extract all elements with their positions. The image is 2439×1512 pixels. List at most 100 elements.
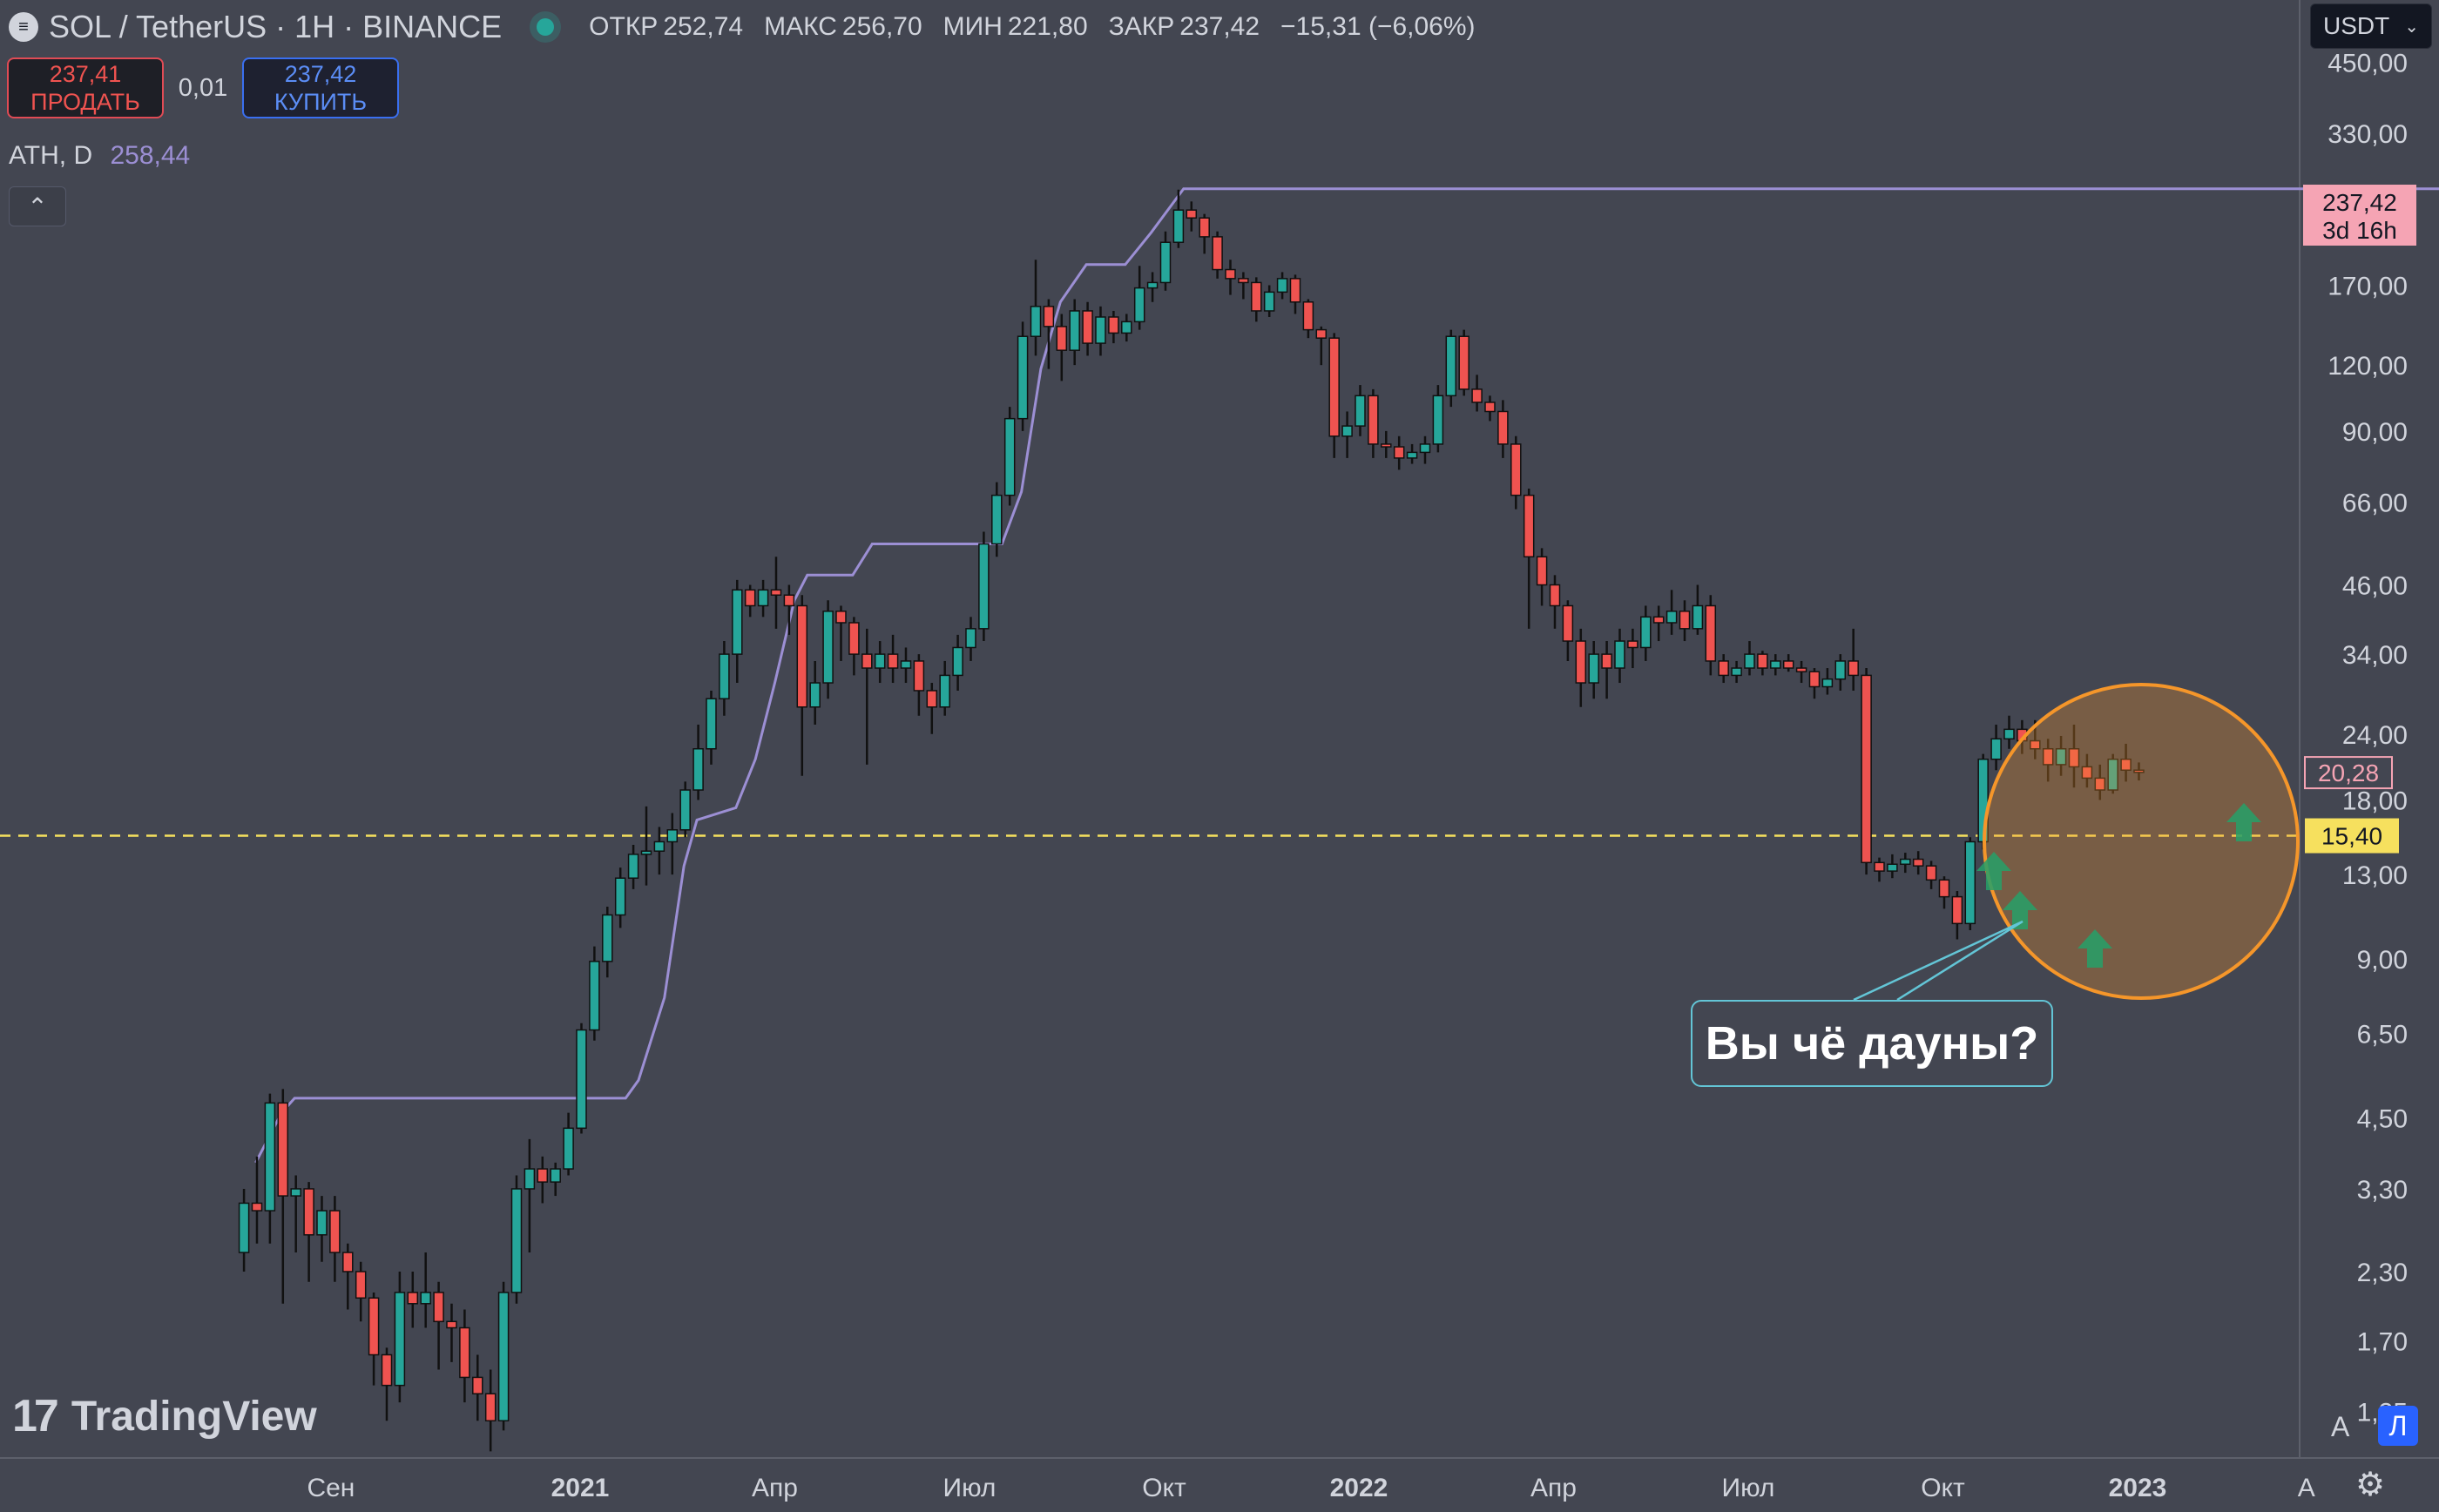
candle: [1263, 285, 1275, 317]
candle-body: [2042, 748, 2054, 766]
indicator-name: ATH, D: [9, 141, 93, 170]
chart-pane[interactable]: [0, 0, 2300, 1458]
time-tick-label: 2022: [1330, 1474, 1388, 1502]
candle: [1341, 411, 1353, 458]
gear-icon[interactable]: ⚙: [2355, 1467, 2386, 1503]
candle-body: [991, 494, 1003, 545]
candle-body: [1757, 653, 1768, 669]
countdown-text: 3d 16h: [2322, 217, 2397, 244]
candle-body: [563, 1127, 574, 1170]
candle: [1432, 385, 1444, 453]
low-value: 221,80: [1007, 12, 1088, 41]
candle: [342, 1243, 354, 1310]
candle-body: [2120, 758, 2132, 772]
candle: [251, 1156, 263, 1244]
candle: [848, 617, 860, 676]
candle: [1238, 272, 1249, 300]
candle-body: [1744, 653, 1755, 669]
candle-body: [1627, 640, 1638, 649]
candle: [446, 1303, 457, 1362]
time-scale[interactable]: [0, 1458, 2300, 1512]
candle: [1043, 299, 1055, 369]
time-tick-label: Июл: [1722, 1474, 1775, 1502]
candle-body: [420, 1292, 431, 1305]
candle: [1575, 628, 1587, 707]
candle-body: [1887, 863, 1898, 872]
collapse-legend-button[interactable]: ⌃: [9, 186, 66, 226]
price-tick-label: 6,50: [2357, 1021, 2408, 1050]
candle: [2042, 739, 2054, 782]
price-tick-label: 13,00: [2342, 861, 2408, 890]
candle-body: [1536, 556, 1548, 586]
candle-body: [2081, 766, 2093, 780]
candle-body: [783, 594, 795, 607]
candle: [1251, 277, 1262, 322]
last-price-text: 237,42: [2322, 189, 2397, 216]
sell-button[interactable]: 237,41 ПРОДАТЬ: [7, 57, 164, 118]
candle: [1030, 260, 1042, 356]
candle-body: [1601, 653, 1612, 669]
candle-body: [1484, 402, 1496, 413]
time-tick-label: Окт: [1142, 1474, 1186, 1502]
layers-icon[interactable]: ≡: [9, 12, 38, 42]
tradingview-logo[interactable]: 17 TradingView: [12, 1390, 317, 1442]
sell-label: ПРОДАТЬ: [30, 89, 140, 115]
currency-select[interactable]: USDT ⌄: [2310, 3, 2432, 49]
candle-body: [627, 854, 639, 879]
candle: [1510, 435, 1522, 510]
annotation-callout[interactable]: Вы чё дауны?: [1691, 1000, 2053, 1087]
candle-body: [602, 914, 613, 962]
up-arrow-icon: [1976, 852, 2011, 890]
log-scale-button[interactable]: Л: [2378, 1406, 2418, 1446]
candle: [1095, 306, 1106, 356]
candle: [1315, 326, 1328, 366]
candle: [1523, 489, 1535, 629]
candle: [1471, 375, 1483, 412]
candle-body: [1834, 660, 1847, 680]
candle-body: [1419, 443, 1431, 454]
candle: [277, 1089, 289, 1304]
candle-body: [1471, 388, 1483, 403]
candle: [1082, 301, 1093, 356]
candle-body: [887, 653, 899, 669]
candle-body: [1731, 667, 1742, 677]
price-scale[interactable]: [2300, 0, 2439, 1512]
candle-body: [1562, 604, 1574, 642]
close-value: 237,42: [1179, 12, 1260, 41]
time-axis-labels: Сен 2021 Апр Июл Окт 2022 Апр Июл Окт 2023 А: [307, 1474, 2314, 1502]
candle: [1679, 600, 1691, 642]
market-status-icon[interactable]: [537, 18, 555, 36]
candle-body: [303, 1188, 314, 1236]
candle-body: [1523, 494, 1535, 558]
candle-body: [693, 748, 704, 791]
candle: [706, 690, 717, 765]
indicator-legend[interactable]: ATH, D 258,44: [9, 141, 190, 171]
candle: [510, 1175, 523, 1304]
candle-body: [965, 628, 976, 649]
candle-body: [1665, 611, 1678, 624]
symbol-title[interactable]: SOL / TetherUS · 1H · BINANCE: [49, 9, 503, 44]
candle-body: [433, 1292, 444, 1323]
candle-body: [1146, 281, 1159, 289]
candle: [563, 1112, 574, 1176]
candle-body: [1355, 395, 1366, 427]
candle: [1393, 435, 1405, 470]
candle-body: [1782, 660, 1794, 669]
candle-body: [238, 1202, 250, 1253]
candle: [1874, 857, 1885, 882]
candle-body: [355, 1271, 367, 1299]
auto-scale-button[interactable]: A: [2331, 1411, 2350, 1442]
price-tick-label: 170,00: [2328, 272, 2408, 300]
logo-text: TradingView: [71, 1393, 317, 1440]
price-tick-label: 46,00: [2342, 572, 2408, 601]
candle-body: [1848, 660, 1859, 677]
candle-body: [1159, 241, 1172, 284]
candle-body: [2003, 728, 2015, 740]
buy-button[interactable]: 237,42 КУПИТЬ: [242, 57, 399, 118]
candle-body: [1640, 616, 1652, 649]
chevron-up-icon: ⌃: [27, 192, 48, 220]
candle-body: [900, 660, 912, 669]
candle: [602, 907, 613, 978]
